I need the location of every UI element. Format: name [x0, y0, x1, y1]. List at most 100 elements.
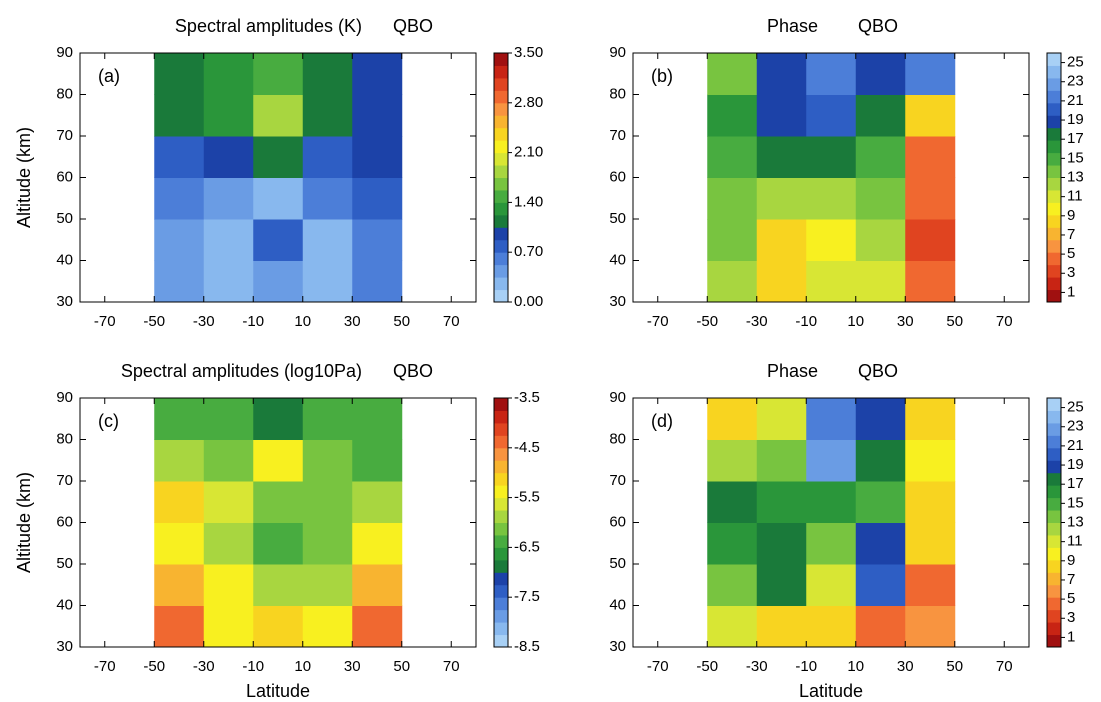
- cell: [203, 522, 254, 565]
- x-tick-label: -10: [795, 658, 817, 675]
- colorbar-tick-label: 13: [1067, 513, 1084, 530]
- y-tick-label: 50: [609, 210, 626, 227]
- colorbar-tick-label: 23: [1067, 418, 1084, 435]
- colorbar-tick-label: 1.40: [514, 193, 543, 210]
- colorbar-swatch: [494, 472, 508, 486]
- x-tick-label: -70: [94, 313, 116, 330]
- cell: [253, 177, 304, 220]
- cell: [352, 94, 403, 137]
- y-tick-label: 70: [56, 127, 73, 144]
- colorbar-swatch: [494, 622, 508, 636]
- y-tick-label: 60: [609, 513, 626, 530]
- cell: [302, 136, 353, 178]
- y-tick-label: 90: [56, 389, 73, 406]
- colorbar-tick-label: -4.5: [514, 439, 540, 456]
- colorbar-swatch: [494, 609, 508, 623]
- cell: [707, 260, 758, 303]
- cell: [302, 522, 353, 565]
- colorbar-swatch: [494, 177, 508, 191]
- y-tick-label: 40: [609, 251, 626, 268]
- colorbar-swatch: [494, 597, 508, 611]
- cell: [203, 481, 254, 523]
- colorbar-swatch: [494, 277, 508, 291]
- colorbar-tick-label: -7.5: [514, 588, 540, 605]
- colorbar-tick-label: 19: [1067, 456, 1084, 473]
- cell: [855, 260, 906, 303]
- cell: [253, 53, 304, 95]
- colorbar-swatch: [1047, 152, 1061, 166]
- cell: [253, 481, 304, 523]
- colorbar-swatch: [1047, 609, 1061, 623]
- colorbar-tick-label: 5: [1067, 245, 1075, 262]
- cell: [302, 398, 353, 440]
- x-tick-label: -50: [696, 658, 718, 675]
- colorbar-swatch: [1047, 422, 1061, 436]
- cell: [905, 564, 956, 606]
- colorbar-tick-label: 25: [1067, 399, 1084, 416]
- cell: [806, 177, 857, 220]
- colorbar-swatch: [1047, 140, 1061, 154]
- colorbar-swatch: [1047, 53, 1061, 66]
- x-tick-label: 10: [294, 658, 311, 675]
- colorbar-tick-label: 23: [1067, 73, 1084, 90]
- colorbar-tick-label: 21: [1067, 92, 1084, 109]
- cell: [905, 136, 956, 178]
- x-tick-label: -50: [143, 658, 165, 675]
- colorbar-swatch: [494, 264, 508, 278]
- colorbar-tick-label: 15: [1067, 494, 1084, 511]
- colorbar-tick-label: 1: [1067, 628, 1075, 645]
- cell: [154, 177, 205, 220]
- cell: [855, 136, 906, 178]
- cell: [905, 481, 956, 523]
- cell: [756, 219, 807, 261]
- cell: [203, 605, 254, 648]
- x-tick-label: 30: [344, 313, 361, 330]
- x-tick-label: -50: [696, 313, 718, 330]
- y-tick-label: 30: [56, 293, 73, 310]
- cell: [905, 219, 956, 261]
- cell: [905, 260, 956, 303]
- chart-tag: QBO: [393, 16, 433, 36]
- colorbar-tick-label: -5.5: [514, 489, 540, 506]
- colorbar-swatch: [1047, 472, 1061, 486]
- y-axis-label: Altitude (km): [14, 472, 34, 573]
- colorbar-tick-label: 3: [1067, 264, 1075, 281]
- cell: [352, 53, 403, 95]
- colorbar-swatch: [494, 165, 508, 178]
- panel-label: (c): [98, 411, 119, 431]
- cell: [756, 439, 807, 482]
- cell: [756, 136, 807, 178]
- cell: [302, 177, 353, 220]
- y-tick-label: 60: [56, 513, 73, 530]
- x-tick-label: 50: [393, 313, 410, 330]
- colorbar-tick-label: 2.80: [514, 94, 543, 111]
- colorbar-swatch: [494, 65, 508, 79]
- cell: [806, 439, 857, 482]
- colorbar-tick-label: 15: [1067, 149, 1084, 166]
- y-tick-label: 70: [56, 472, 73, 489]
- cell: [806, 94, 857, 137]
- cell: [806, 136, 857, 178]
- y-tick-label: 80: [56, 85, 73, 102]
- y-tick-label: 30: [609, 638, 626, 655]
- cell: [707, 481, 758, 523]
- cell: [756, 53, 807, 95]
- cell: [707, 219, 758, 261]
- colorbar-tick-label: 7: [1067, 226, 1075, 243]
- cell: [253, 564, 304, 606]
- x-tick-label: -70: [647, 658, 669, 675]
- x-tick-label: 10: [847, 658, 864, 675]
- colorbar-swatch: [494, 214, 508, 228]
- colorbar-swatch: [1047, 227, 1061, 241]
- cell: [154, 439, 205, 482]
- colorbar-swatch: [1047, 277, 1061, 291]
- cell: [154, 219, 205, 261]
- colorbar-swatch: [494, 534, 508, 548]
- colorbar-frame: [493, 52, 509, 303]
- colorbar-swatch: [494, 189, 508, 203]
- x-tick-label: -30: [746, 658, 768, 675]
- colorbar-tick-label: 25: [1067, 54, 1084, 71]
- x-axis-label: Latitude: [799, 681, 863, 701]
- cell: [302, 481, 353, 523]
- y-tick-label: 30: [609, 293, 626, 310]
